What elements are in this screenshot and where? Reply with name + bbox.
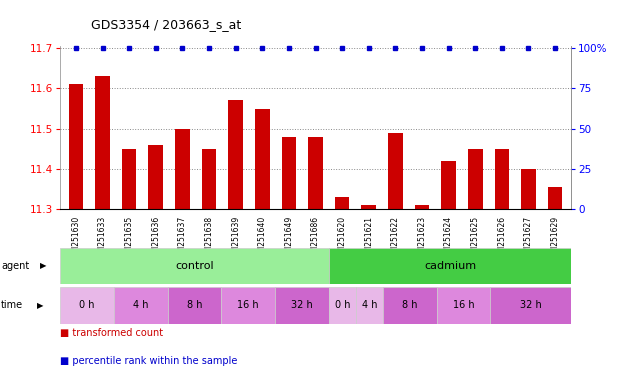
Text: ▶: ▶ <box>37 301 43 310</box>
Bar <box>168 287 221 324</box>
Bar <box>255 109 269 209</box>
Bar <box>437 287 490 324</box>
Text: ▶: ▶ <box>40 262 46 270</box>
Bar <box>221 287 275 324</box>
Bar <box>329 248 571 284</box>
Bar <box>362 205 376 209</box>
Bar <box>548 187 562 209</box>
Bar <box>148 145 163 209</box>
Bar <box>415 205 429 209</box>
Text: 16 h: 16 h <box>452 300 475 311</box>
Text: 0 h: 0 h <box>79 300 95 311</box>
Text: GDS3354 / 203663_s_at: GDS3354 / 203663_s_at <box>91 18 242 31</box>
Bar <box>275 287 329 324</box>
Text: ■ percentile rank within the sample: ■ percentile rank within the sample <box>60 356 237 366</box>
Text: ■ transformed count: ■ transformed count <box>60 328 163 338</box>
Bar <box>281 137 296 209</box>
Text: 32 h: 32 h <box>520 300 541 311</box>
Text: 4 h: 4 h <box>133 300 148 311</box>
Bar <box>383 287 437 324</box>
Bar <box>95 76 110 209</box>
Text: 0 h: 0 h <box>334 300 350 311</box>
Bar <box>202 149 216 209</box>
Bar <box>308 137 323 209</box>
Text: 16 h: 16 h <box>237 300 259 311</box>
Bar <box>329 287 356 324</box>
Text: time: time <box>1 300 23 311</box>
Bar <box>69 84 83 209</box>
Bar <box>114 287 168 324</box>
Text: control: control <box>175 261 214 271</box>
Bar <box>175 129 190 209</box>
Text: 8 h: 8 h <box>187 300 202 311</box>
Bar <box>335 197 350 209</box>
Bar <box>495 149 509 209</box>
Bar <box>468 149 483 209</box>
Bar <box>441 161 456 209</box>
Bar <box>388 133 403 209</box>
Bar <box>228 101 243 209</box>
Bar <box>356 287 383 324</box>
Bar <box>60 287 114 324</box>
Text: 32 h: 32 h <box>291 300 313 311</box>
Bar <box>122 149 136 209</box>
Bar <box>60 248 329 284</box>
Text: 4 h: 4 h <box>362 300 377 311</box>
Text: agent: agent <box>1 261 30 271</box>
Bar <box>490 287 571 324</box>
Text: cadmium: cadmium <box>424 261 476 271</box>
Bar <box>521 169 536 209</box>
Text: 8 h: 8 h <box>402 300 417 311</box>
